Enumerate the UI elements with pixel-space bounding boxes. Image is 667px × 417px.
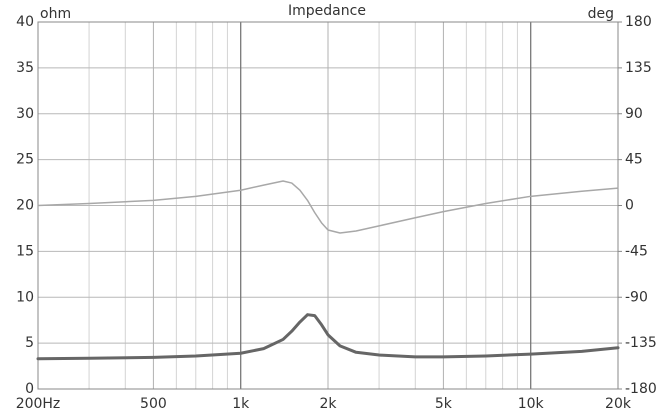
- x-tick-label: 1k: [232, 396, 250, 412]
- y-axis-label: ohm: [40, 6, 71, 22]
- y2-tick-label: -90: [625, 289, 648, 305]
- y-tick-label: 20: [16, 198, 34, 214]
- chart-title: Impedance: [288, 3, 366, 19]
- x-tick-label: 5k: [435, 396, 453, 412]
- y-tick-label: 5: [25, 335, 34, 351]
- y2-tick-label: 0: [625, 198, 634, 214]
- y2-tick-label: 90: [625, 106, 643, 122]
- y-tick-label: 15: [16, 243, 34, 259]
- y2-tick-label: -45: [625, 243, 648, 259]
- y-tick-label: 40: [16, 14, 34, 30]
- series-line: [36, 313, 620, 361]
- x-tick-label: 200Hz: [16, 396, 61, 412]
- y2-tick-label: 45: [625, 152, 643, 168]
- series-line: [37, 180, 619, 234]
- y-tick-label: 0: [25, 381, 34, 397]
- y-tick-label: 35: [16, 60, 34, 76]
- y2-tick-label: -135: [625, 335, 657, 351]
- x-tick-label: 20k: [605, 396, 632, 412]
- y2-tick-label: 135: [625, 60, 652, 76]
- x-tick-label: 10k: [518, 396, 545, 412]
- y-tick-label: 10: [16, 289, 34, 305]
- y-tick-label: 30: [16, 106, 34, 122]
- y2-axis-label: deg: [588, 6, 614, 22]
- x-tick-label: 500: [140, 396, 167, 412]
- y2-tick-label: 180: [625, 14, 652, 30]
- y2-tick-label: -180: [625, 381, 657, 397]
- y-tick-label: 25: [16, 152, 34, 168]
- x-tick-label: 2k: [319, 396, 337, 412]
